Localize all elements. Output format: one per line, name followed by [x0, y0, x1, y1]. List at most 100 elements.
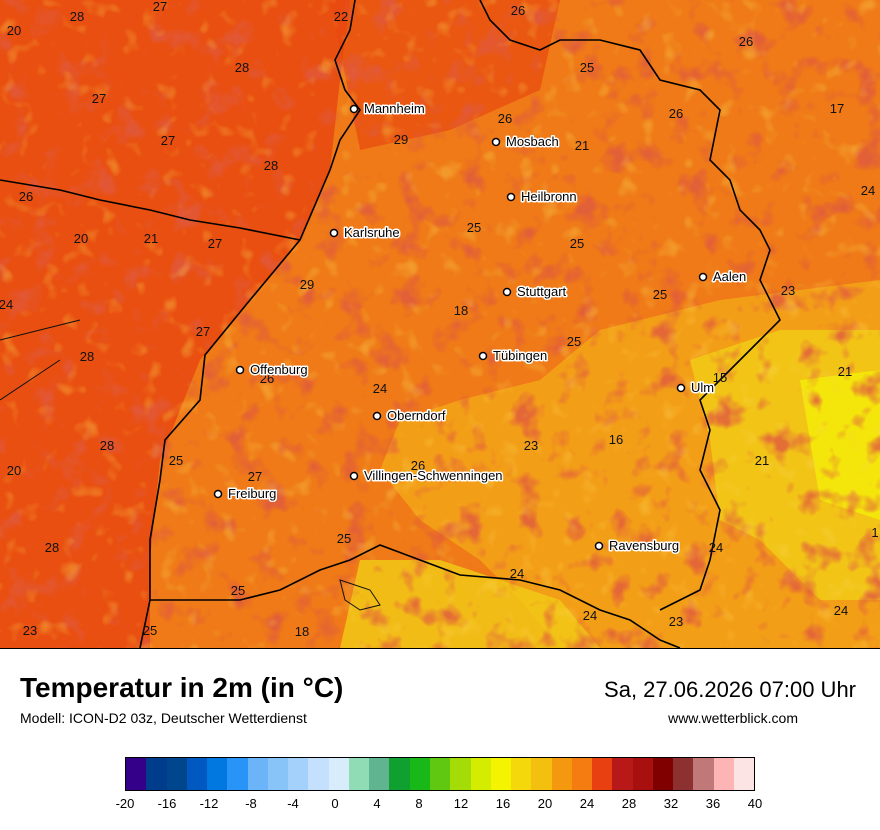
temperature-value: 25 — [580, 60, 594, 75]
city-label: Ravensburg — [609, 538, 679, 553]
city-label: Mannheim — [364, 101, 425, 116]
legend-swatch — [288, 758, 309, 790]
legend-swatch — [713, 758, 734, 790]
temperature-map: 28 27 22 26 20 28 25 26 27 17 27 29 21 28 26 24 26 20 21 27… — [0, 0, 880, 649]
legend-swatch — [227, 758, 248, 790]
city-dot — [329, 228, 339, 238]
legend-swatch — [571, 758, 593, 790]
city-label: Heilbronn — [521, 189, 577, 204]
website-link[interactable]: www.wetterblick.com — [668, 710, 798, 726]
temperature-value: 25 — [337, 531, 351, 546]
city-label: Offenburg — [250, 362, 308, 377]
temperature-value: 17 — [830, 101, 844, 116]
temperature-value: 28 — [100, 438, 114, 453]
legend-swatch — [632, 758, 653, 790]
temperature-value: 25 — [570, 236, 584, 251]
border-rhine — [139, 0, 361, 648]
temperature-value: 25 — [169, 453, 183, 468]
temperature-value: 25 — [467, 220, 481, 235]
legend-tick-label: 16 — [495, 796, 511, 811]
temperature-value: 28 — [80, 349, 94, 364]
legend-swatch — [348, 758, 370, 790]
legend-swatch — [470, 758, 491, 790]
legend-swatch — [247, 758, 268, 790]
city-dot — [698, 272, 708, 282]
border-enclave — [339, 579, 381, 611]
city-dot — [372, 411, 382, 421]
legend-tick-label: 28 — [621, 796, 637, 811]
legend-ticks: -20 -16 -12 -8 -4 0 4 8 12 16 20 24 28 32 36 40 — [116, 796, 763, 812]
temperature-value: 20 — [74, 231, 88, 246]
city-label: Villingen-Schwenningen — [364, 468, 503, 483]
legend-tick-label: -4 — [287, 796, 299, 811]
temperature-value: 18 — [295, 624, 309, 639]
legend-tick-label: 8 — [415, 796, 423, 811]
temperature-value: 20 — [7, 463, 21, 478]
page-title: Temperatur in 2m (in °C) — [20, 672, 344, 703]
city-markers: Mannheim Mosbach Heilbronn Karlsruhe Stuttga… — [213, 100, 748, 555]
temperature-value: 29 — [300, 277, 314, 292]
temperature-value: 26 — [19, 189, 33, 204]
legend-swatch — [551, 758, 572, 790]
temperature-value: 28 — [70, 9, 84, 24]
legend-swatch — [166, 758, 187, 790]
temperature-value: 21 — [838, 364, 852, 379]
temperature-value: 21 — [144, 231, 158, 246]
legend-swatch — [450, 758, 471, 790]
temperature-value: 27 — [92, 91, 106, 106]
legend-tick-label: 40 — [747, 796, 763, 811]
legend-swatch — [409, 758, 430, 790]
legend-swatch — [389, 758, 410, 790]
border-minor-west-2 — [0, 359, 61, 401]
border-east — [479, 0, 781, 611]
temperature-value: 24 — [709, 540, 723, 555]
temperature-value: 24 — [0, 297, 13, 312]
forecast-datetime: Sa, 27.06.2026 07:00 Uhr — [604, 677, 856, 702]
city-dot — [506, 192, 516, 202]
legend-tick-label: -16 — [157, 796, 177, 811]
temperature-value: 1 — [871, 525, 878, 540]
legend-swatch — [592, 758, 613, 790]
city-dot — [349, 104, 359, 114]
legend-tick-label: -12 — [199, 796, 219, 811]
legend-tick-label: -8 — [245, 796, 257, 811]
city-label: Oberndorf — [387, 408, 446, 423]
legend-swatch — [429, 758, 451, 790]
legend-swatch — [612, 758, 633, 790]
legend-swatch — [369, 758, 390, 790]
temperature-value: 23 — [23, 623, 37, 638]
legend-tick-label: 36 — [705, 796, 721, 811]
map-canvas: 28 27 22 26 20 28 25 26 27 17 27 29 21 28 26 24 26 20 21 27… — [0, 0, 880, 648]
legend-swatch — [531, 758, 552, 790]
temperature-value: 27 — [248, 469, 262, 484]
legend-tick-label: 32 — [663, 796, 679, 811]
temperature-value: 27 — [153, 0, 167, 14]
border-minor-west — [0, 319, 81, 341]
city-dot — [349, 471, 359, 481]
temperature-value: 29 — [394, 132, 408, 147]
temperature-value: 23 — [781, 283, 795, 298]
temperature-value: 25 — [653, 287, 667, 302]
temperature-value: 28 — [264, 158, 278, 173]
city-dot — [676, 383, 686, 393]
temperature-value: 26 — [260, 371, 274, 386]
legend-swatch — [308, 758, 329, 790]
legend-swatch — [207, 758, 228, 790]
border-south — [150, 544, 681, 648]
legend-tick-label: 0 — [331, 796, 339, 811]
city-label: Aalen — [713, 269, 746, 284]
temperature-value: 20 — [7, 23, 21, 38]
temperature-value: 25 — [567, 334, 581, 349]
legend-tick-label: 4 — [373, 796, 381, 811]
temperature-value: 21 — [755, 453, 769, 468]
city-label: Freiburg — [228, 486, 276, 501]
legend-swatch — [490, 758, 512, 790]
temperature-value: 27 — [208, 236, 222, 251]
legend-swatch — [126, 758, 147, 790]
city-label: Tübingen — [493, 348, 547, 363]
city-dot — [502, 287, 512, 297]
temperature-value: 22 — [334, 9, 348, 24]
temperature-value: 26 — [739, 34, 753, 49]
temperature-value: 23 — [669, 614, 683, 629]
temperature-value: 18 — [454, 303, 468, 318]
